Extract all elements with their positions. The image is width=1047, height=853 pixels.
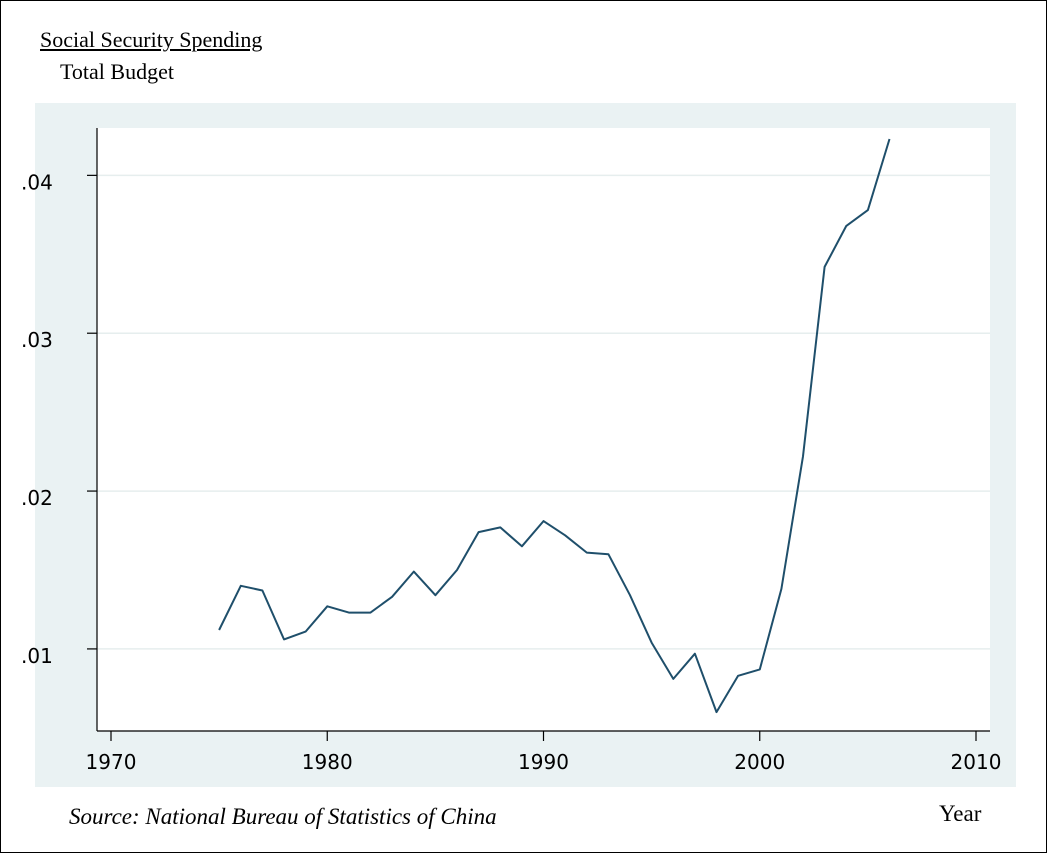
y-axis-title-denominator: Total Budget <box>60 59 174 84</box>
y-tick-label: .02 <box>21 486 53 510</box>
y-axis-title-numerator: Social Security Spending <box>40 27 263 52</box>
axis-ticks <box>87 174 977 741</box>
x-axis-title: Year <box>939 801 982 826</box>
y-tick-label: .01 <box>21 644 53 668</box>
x-tick-label: 2000 <box>734 750 785 774</box>
gridlines <box>97 174 990 650</box>
x-tick-label: 1980 <box>302 750 353 774</box>
source-note: Source: National Bureau of Statistics of… <box>69 804 497 829</box>
x-tick-label: 1990 <box>518 750 569 774</box>
x-tick-label: 2010 <box>951 750 1002 774</box>
series <box>218 138 891 714</box>
x-tick-label: 1970 <box>86 750 137 774</box>
y-tick-label: .03 <box>21 328 53 352</box>
series-line <box>218 138 891 714</box>
plot-area <box>97 128 990 731</box>
y-tick-label: .04 <box>21 170 53 194</box>
tick-labels: .01 .02 .03 .04 1970 1980 1990 2000 2010 <box>21 170 1001 774</box>
